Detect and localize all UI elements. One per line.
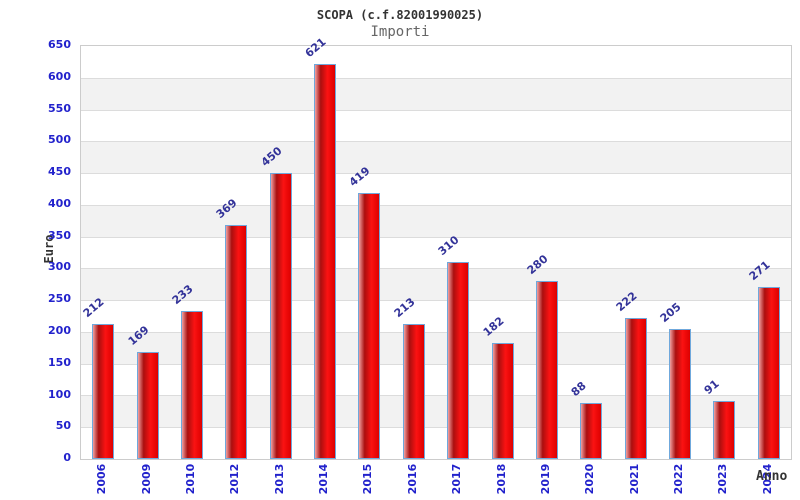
grid-band: [81, 268, 791, 301]
x-tick-label: 2006: [95, 463, 109, 495]
bar-2009: [136, 351, 159, 459]
x-tick-label: 2023: [716, 463, 730, 495]
bar-2021: [624, 317, 647, 459]
chart-title: SCOPA (c.f.82001990025): [316, 8, 484, 22]
y-tick-label: 550: [48, 101, 71, 115]
x-tick-label: 2020: [583, 463, 597, 495]
y-tick-label: 200: [48, 323, 71, 337]
y-tick-label: 450: [48, 165, 71, 179]
bar-2020: [580, 403, 603, 459]
y-tick-label: 150: [48, 355, 71, 369]
bar-2023: [713, 401, 736, 459]
x-tick-label: 2009: [139, 463, 153, 495]
x-tick-label: 2022: [672, 463, 686, 495]
x-tick-label: 2019: [538, 463, 552, 495]
grid-band: [81, 204, 791, 237]
x-tick-label: 2010: [183, 463, 197, 495]
bar-2019: [535, 281, 558, 459]
x-axis-title: Anno: [756, 469, 788, 484]
bar-2013: [269, 173, 292, 459]
bar-2006: [92, 324, 115, 459]
x-tick-label: 2012: [228, 463, 242, 495]
bar-2024: [757, 286, 780, 459]
x-tick-label: 2014: [317, 463, 331, 495]
grid-band: [81, 109, 791, 142]
y-tick-label: 100: [48, 387, 71, 401]
y-tick-label: 250: [48, 292, 71, 306]
y-tick-label: 650: [48, 38, 71, 51]
grid-band: [81, 236, 791, 269]
y-tick-label: 400: [48, 196, 71, 210]
grid-band: [81, 77, 791, 110]
bar-2015: [358, 192, 381, 459]
y-tick-label: 500: [48, 133, 71, 147]
bar-2010: [180, 311, 203, 459]
bar-2012: [225, 224, 248, 459]
x-tick-label: 2015: [361, 463, 375, 495]
x-tick-label: 2017: [450, 463, 464, 495]
bar-2014: [314, 64, 337, 459]
bar-2022: [669, 328, 692, 459]
x-tick-label: 2013: [272, 463, 286, 495]
x-tick-label: 2016: [405, 463, 419, 495]
bar-2018: [491, 343, 514, 459]
y-tick-label: 300: [48, 260, 71, 274]
x-tick-label: 2021: [627, 463, 641, 495]
plot-area: 212 169 233 369 450 621 419 213 310 182 280 88 222 20…: [80, 36, 792, 460]
grid-band: [81, 141, 791, 174]
y-tick-label: 600: [48, 69, 71, 83]
y-tick-label: 50: [55, 419, 71, 433]
bar-2016: [402, 323, 425, 459]
chart-subtitle: Importi: [370, 24, 430, 40]
grid-band: [81, 46, 791, 78]
x-tick-label: 2018: [494, 463, 508, 495]
grid-band: [81, 173, 791, 205]
y-tick-label: 0: [63, 451, 71, 464]
bar-2017: [447, 262, 470, 459]
y-tick-label: 350: [48, 228, 71, 242]
